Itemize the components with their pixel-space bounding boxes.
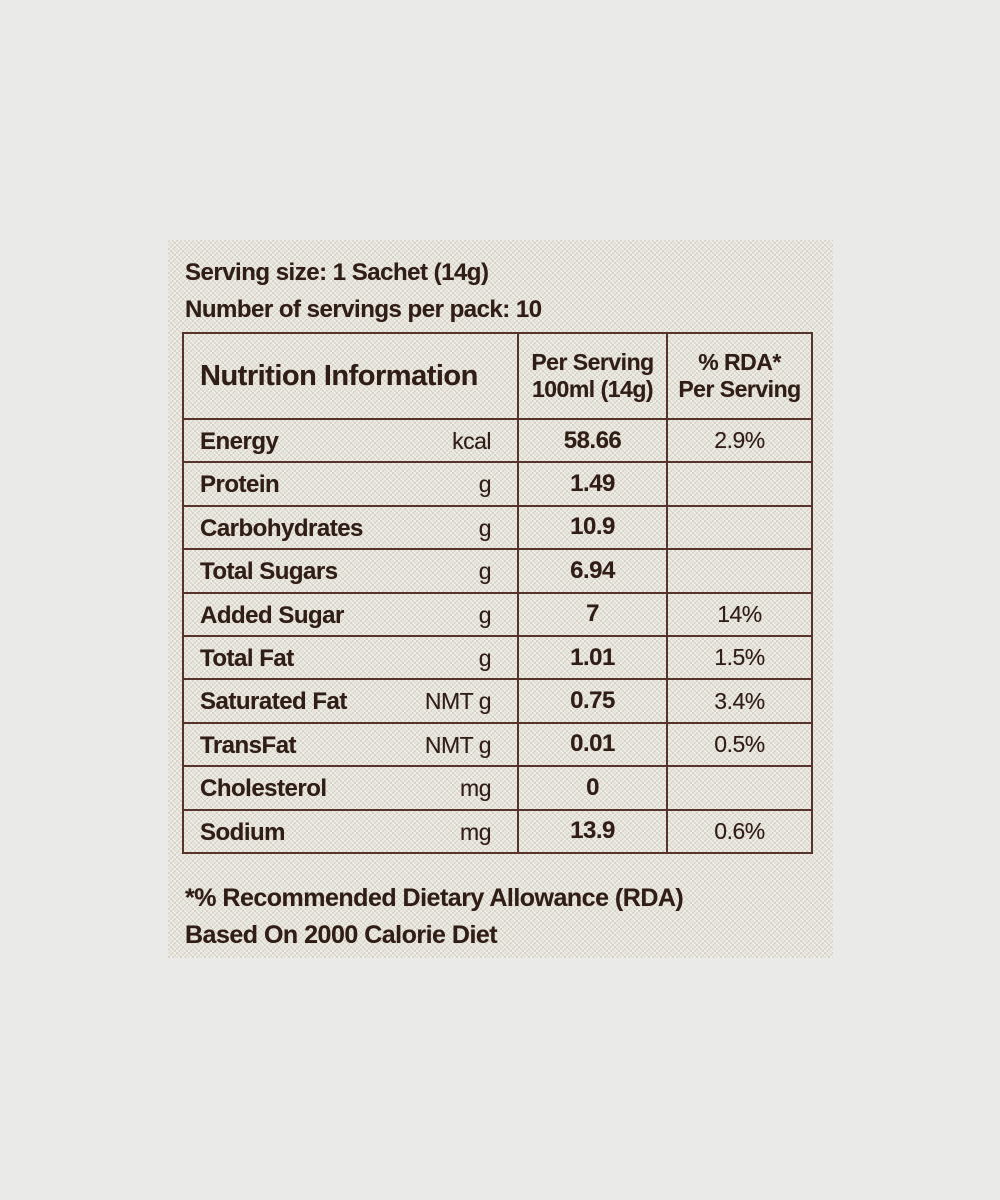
nutrient-name: Saturated Fat (200, 688, 347, 716)
nutrient-unit: NMT g (424, 688, 492, 715)
table-row-protein: Protein g 1.49 (184, 461, 811, 505)
header-cell-nutrition-information: Nutrition Information (184, 334, 517, 418)
servings-per-pack-line: Number of servings per pack: 10 (185, 296, 542, 323)
nutrient-name: Total Sugars (200, 558, 338, 586)
per-serving-value: 7 (586, 600, 599, 628)
table-row-energy: Energy kcal 58.66 2.9% (184, 418, 811, 462)
header-cell-rda: % RDA* Per Serving (666, 334, 811, 418)
nutrient-name: Added Sugar (200, 601, 344, 629)
nutrient-unit: g (478, 514, 492, 541)
serving-size-line: Serving size: 1 Sachet (14g) (185, 259, 489, 286)
nutrient-unit: mg (460, 775, 491, 802)
nutrient-unit: g (478, 471, 492, 498)
nutrient-name: Sodium (200, 818, 286, 846)
table-row-added-sugar: Added Sugar g 7 14% (184, 591, 811, 635)
table-header-row: Nutrition Information Per Serving 100ml … (184, 334, 811, 418)
nutrient-name: Cholesterol (200, 775, 327, 803)
header-cell-per-serving: Per Serving 100ml (14g) (517, 334, 666, 418)
nutrient-unit: mg (460, 818, 491, 845)
nutrient-name: Total Fat (200, 644, 294, 672)
footnote-line-2: Based On 2000 Calorie Diet (185, 921, 498, 949)
per-serving-value: 0 (586, 773, 599, 801)
per-serving-value: 0.01 (570, 730, 615, 758)
nutrition-table: Nutrition Information Per Serving 100ml … (182, 332, 813, 854)
per-serving-value: 58.66 (563, 426, 622, 454)
per-serving-value: 10.9 (570, 513, 615, 541)
table-row-transfat: TransFat NMT g 0.01 0.5% (184, 721, 811, 766)
per-serving-value: 1.01 (570, 643, 615, 671)
nutrient-unit: g (478, 558, 492, 585)
rda-value: 1.5% (714, 644, 765, 671)
rda-value: 0.5% (714, 730, 765, 757)
table-row-cholesterol: Cholesterol mg 0 (184, 765, 811, 809)
nutrient-unit: g (478, 644, 492, 671)
nutrient-unit: NMT g (424, 731, 492, 758)
rda-value: 3.4% (714, 687, 765, 714)
nutrient-name: Energy (200, 428, 279, 455)
rda-footnote: *% Recommended Dietary Allowance (RDA) B… (185, 880, 684, 954)
per-serving-value: 1.49 (570, 470, 615, 498)
table-row-sodium: Sodium mg 13.9 0.6% (184, 808, 811, 852)
nutrient-unit: kcal (452, 428, 491, 454)
nutrient-name: Carbohydrates (200, 514, 363, 542)
table-row-saturated-fat: Saturated Fat NMT g 0.75 3.4% (184, 678, 811, 722)
per-serving-value: 0.75 (570, 687, 615, 715)
rda-value: 0.6% (714, 817, 765, 844)
table-title: Nutrition Information (200, 359, 478, 392)
serving-info: Serving size: 1 Sachet (14g) Number of s… (185, 254, 542, 328)
rda-value: 2.9% (714, 427, 765, 454)
nutrition-label: Serving size: 1 Sachet (14g) Number of s… (168, 240, 833, 958)
table-row-total-sugars: Total Sugars g 6.94 (184, 548, 811, 592)
footnote-line-1: *% Recommended Dietary Allowance (RDA) (185, 884, 684, 912)
rda-value: 14% (717, 600, 762, 627)
table-row-total-fat: Total Fat g 1.01 1.5% (184, 634, 811, 679)
nutrient-name: Protein (200, 471, 280, 499)
per-serving-value: 13.9 (570, 817, 615, 845)
nutrient-unit: g (478, 601, 492, 628)
nutrient-name: TransFat (200, 731, 297, 759)
table-row-carbohydrates: Carbohydrates g 10.9 (184, 504, 811, 549)
per-serving-value: 6.94 (570, 556, 615, 584)
